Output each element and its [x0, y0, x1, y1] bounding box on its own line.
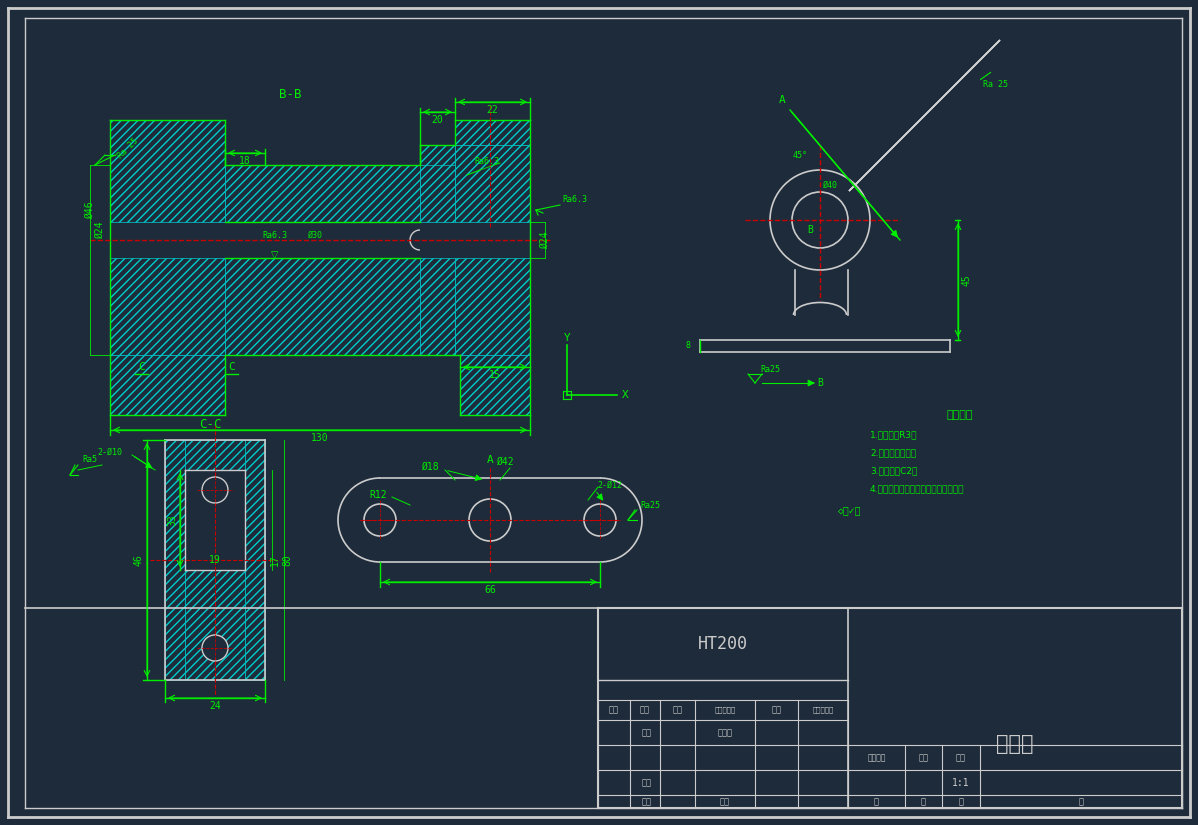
Polygon shape: [420, 120, 530, 165]
Text: 24: 24: [210, 701, 220, 711]
Text: 审核: 审核: [641, 778, 652, 787]
Text: Ra25: Ra25: [640, 501, 660, 510]
Text: Ra6.3: Ra6.3: [563, 196, 587, 205]
Text: 张: 张: [921, 797, 926, 806]
Circle shape: [583, 504, 616, 536]
Polygon shape: [184, 440, 246, 470]
Text: 分区: 分区: [672, 705, 683, 714]
Polygon shape: [455, 258, 530, 355]
Text: 45: 45: [961, 274, 972, 286]
Text: Ra5: Ra5: [83, 455, 97, 464]
Text: Ø46: Ø46: [85, 201, 95, 219]
Text: X: X: [622, 390, 629, 400]
Polygon shape: [110, 120, 225, 222]
Polygon shape: [184, 570, 246, 680]
Text: 17: 17: [270, 554, 280, 566]
Text: B: B: [807, 225, 813, 235]
Text: 130: 130: [311, 433, 328, 443]
Text: A: A: [779, 95, 786, 105]
Text: 80: 80: [282, 554, 292, 566]
Text: 2-Ø12: 2-Ø12: [598, 480, 623, 489]
Text: 3.铸角均为C2。: 3.铸角均为C2。: [870, 466, 918, 475]
Text: Ra25: Ra25: [760, 365, 780, 375]
Text: 4.铸件不应有砂眼、缩孔等显显缺陷。: 4.铸件不应有砂眼、缩孔等显显缺陷。: [870, 484, 964, 493]
Text: Ra6.3: Ra6.3: [474, 158, 500, 167]
Text: 技术要求: 技术要求: [946, 410, 973, 420]
Polygon shape: [420, 120, 530, 145]
Text: 第: 第: [958, 797, 963, 806]
Polygon shape: [225, 258, 420, 355]
Text: Ra 25: Ra 25: [116, 136, 140, 160]
Polygon shape: [455, 120, 530, 145]
Text: 33: 33: [167, 514, 177, 526]
Text: ◇（✓）: ◇（✓）: [839, 505, 861, 515]
Text: Y: Y: [563, 333, 570, 343]
Circle shape: [792, 192, 848, 248]
Text: 工艺: 工艺: [641, 797, 652, 806]
Text: B: B: [817, 378, 823, 388]
Text: C: C: [229, 362, 235, 372]
Circle shape: [202, 635, 228, 661]
Polygon shape: [110, 355, 225, 415]
Text: Ø24: Ø24: [540, 231, 550, 249]
Text: 阶段标记: 阶段标记: [867, 753, 885, 762]
Polygon shape: [110, 258, 225, 355]
Text: Ø30: Ø30: [308, 230, 322, 239]
Circle shape: [364, 504, 397, 536]
Text: 签名: 签名: [772, 705, 781, 714]
Polygon shape: [455, 120, 530, 222]
Text: Ra6.3: Ra6.3: [262, 230, 288, 239]
Text: 8: 8: [685, 342, 690, 351]
Text: B-B: B-B: [279, 88, 301, 101]
Text: Ø18: Ø18: [422, 462, 438, 472]
Polygon shape: [966, 40, 1000, 75]
Text: A: A: [486, 455, 494, 465]
Text: Ø40: Ø40: [823, 181, 837, 190]
Circle shape: [202, 477, 228, 503]
Text: 比例: 比例: [956, 753, 966, 762]
Text: R12: R12: [369, 490, 387, 500]
Text: 标准化: 标准化: [718, 728, 732, 737]
Text: 更改文件号: 更改文件号: [714, 707, 736, 714]
Text: 2.外表面涂蓝漆。: 2.外表面涂蓝漆。: [870, 449, 916, 458]
Circle shape: [468, 499, 512, 541]
Text: 18: 18: [240, 156, 250, 166]
Text: C: C: [139, 362, 145, 372]
Polygon shape: [849, 58, 982, 191]
Text: Ra 25: Ra 25: [984, 80, 1008, 89]
Polygon shape: [420, 258, 455, 355]
Text: 22: 22: [486, 105, 498, 115]
Polygon shape: [165, 440, 184, 680]
Text: 轴支架: 轴支架: [997, 734, 1034, 754]
Text: C-C: C-C: [199, 418, 222, 431]
Polygon shape: [225, 165, 420, 222]
Text: 批准: 批准: [720, 797, 730, 806]
Text: 15: 15: [489, 370, 501, 380]
Text: 张: 张: [1078, 797, 1083, 806]
Text: HT200: HT200: [698, 635, 748, 653]
Polygon shape: [966, 40, 1000, 75]
Text: 20: 20: [431, 115, 443, 125]
Text: 46: 46: [134, 554, 144, 566]
Polygon shape: [420, 145, 455, 222]
Circle shape: [770, 170, 870, 270]
Text: 处数: 处数: [640, 705, 651, 714]
Text: 标记: 标记: [609, 705, 619, 714]
Text: 年、月、日: 年、月、日: [812, 707, 834, 714]
Text: ▽: ▽: [271, 250, 279, 260]
Text: 2-Ø10: 2-Ø10: [97, 447, 122, 456]
Polygon shape: [246, 440, 265, 680]
Text: 重量: 重量: [919, 753, 928, 762]
Text: 19: 19: [210, 555, 220, 565]
Polygon shape: [460, 355, 530, 415]
Text: 45°: 45°: [793, 150, 807, 159]
Text: 1.未注圆角R3。: 1.未注圆角R3。: [870, 431, 918, 440]
Text: 1:1: 1:1: [952, 777, 970, 788]
Text: Ø42: Ø42: [496, 457, 514, 467]
Text: 共: 共: [875, 797, 879, 806]
Text: 66: 66: [484, 585, 496, 595]
Text: Ø24: Ø24: [95, 221, 105, 238]
Text: 设计: 设计: [641, 728, 652, 737]
